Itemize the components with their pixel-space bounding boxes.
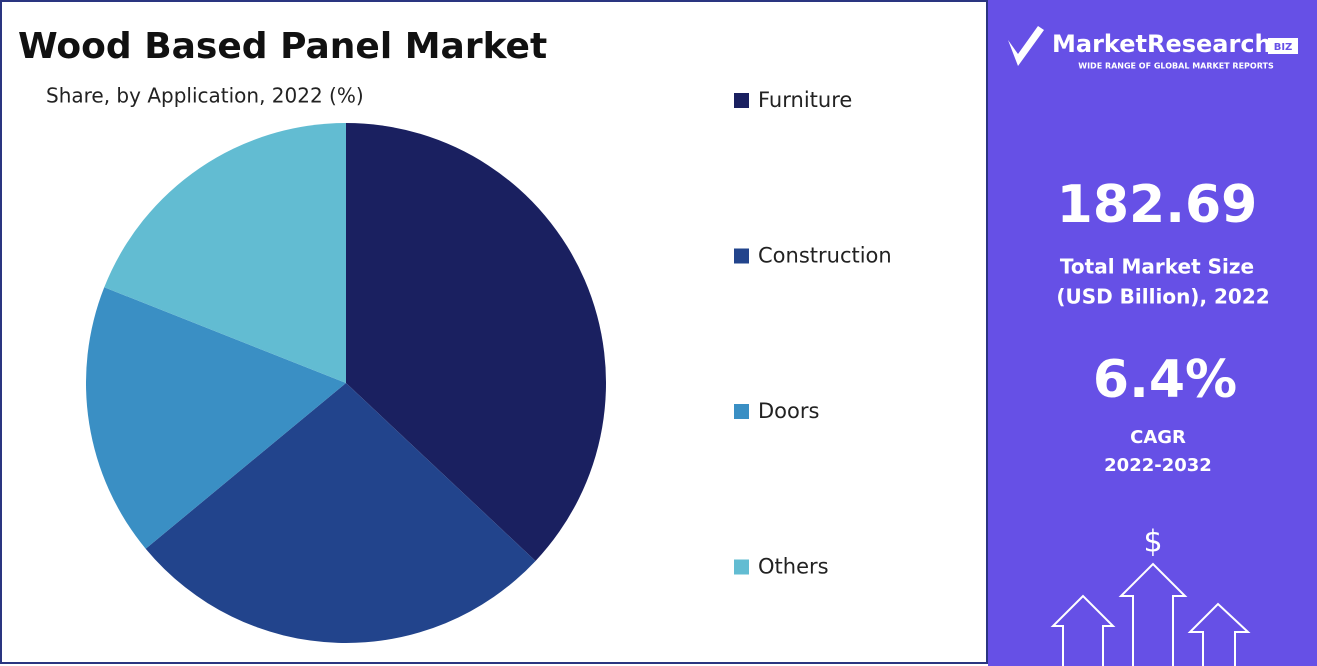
- legend-label: Construction: [758, 244, 892, 268]
- legend-swatch: [734, 93, 749, 108]
- legend-label: Doors: [758, 399, 819, 423]
- legend-swatch: [734, 559, 749, 575]
- market-size-label: (USD Billion), 2022: [1056, 285, 1269, 309]
- logo-badge-bg: [1268, 38, 1298, 54]
- sidebar: [988, 0, 1317, 666]
- arrows-icon: [1050, 562, 1251, 666]
- cagr: 6.4%: [1093, 350, 1237, 410]
- pie-slice: [86, 287, 346, 549]
- pie-slice: [346, 123, 607, 561]
- dollar-icon: $: [1143, 525, 1162, 560]
- cagr-label: CAGR: [1130, 427, 1186, 448]
- legend-label: Furniture: [758, 88, 852, 112]
- logo-text: MarketResearch: [1052, 30, 1272, 58]
- pie-slice: [104, 123, 346, 383]
- legend: Furniture Construction Doors Others: [734, 88, 892, 579]
- pie-slice: [145, 383, 536, 643]
- pie: [86, 123, 607, 643]
- logo-badge: BIZ: [1274, 42, 1293, 53]
- logo-icon: [1008, 26, 1044, 66]
- legend-label: Others: [758, 555, 829, 579]
- market-size-label: Total Market Size: [1060, 255, 1254, 279]
- tagline: WIDE RANGE OF GLOBAL MARKET REPORTS: [1078, 62, 1274, 71]
- chart-subtitle: Share, by Application, 2022 (%): [46, 84, 364, 108]
- legend-swatch: [734, 404, 749, 419]
- legend-swatch: [734, 248, 749, 264]
- chart-title: Wood Based Panel Market: [18, 26, 547, 67]
- cagr-label: 2022-2032: [1104, 455, 1212, 476]
- market-size: 182.69: [1057, 175, 1258, 235]
